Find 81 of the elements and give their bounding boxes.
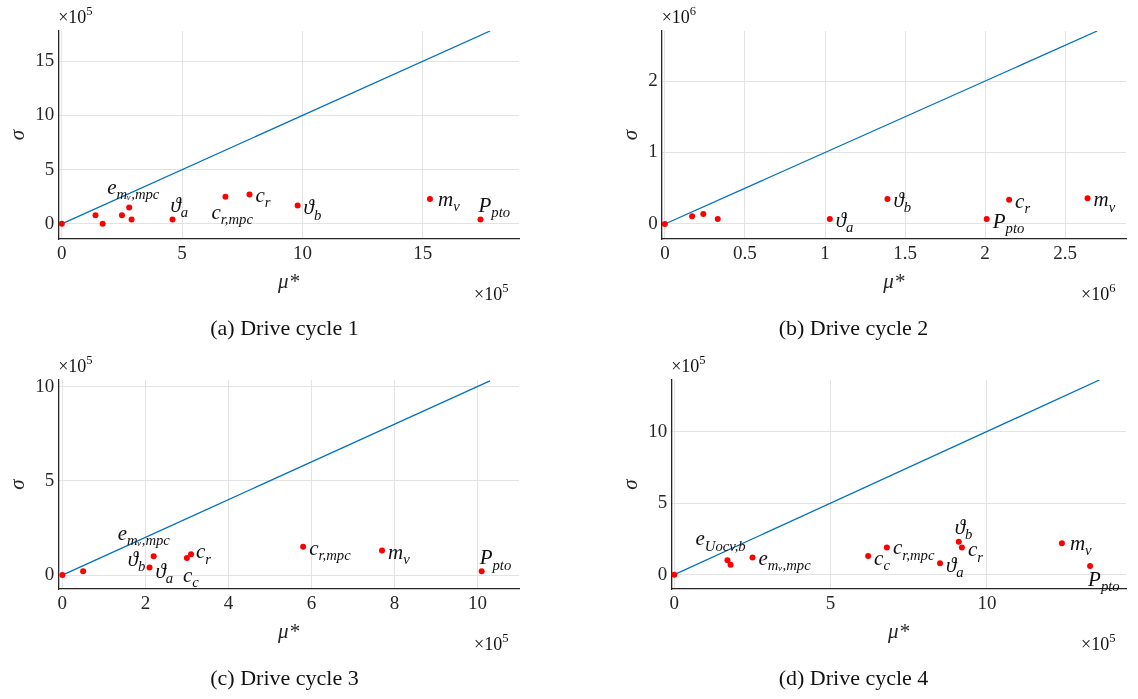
point bbox=[300, 543, 307, 550]
y-axis-title: σ bbox=[5, 128, 30, 141]
y-tick-label: 5 bbox=[44, 468, 55, 490]
y-tick-label: 15 bbox=[35, 49, 55, 71]
x-tick-label: 15 bbox=[413, 242, 433, 264]
x-tick-label: 0.5 bbox=[733, 242, 757, 264]
point bbox=[883, 544, 890, 551]
text: (b) Drive cycle 2 bbox=[777, 315, 930, 341]
point bbox=[700, 210, 707, 217]
point bbox=[749, 554, 756, 561]
point bbox=[826, 215, 833, 222]
y-tick-label: 0 bbox=[44, 563, 55, 585]
y-tick-label: 5 bbox=[657, 491, 668, 513]
point bbox=[426, 195, 433, 202]
point bbox=[955, 538, 962, 545]
x-tick-label: 4 bbox=[223, 592, 234, 614]
y-tick-label: 1 bbox=[648, 140, 658, 162]
x-tick-label: 1.5 bbox=[893, 242, 917, 264]
y-axis-title: σ bbox=[5, 477, 30, 490]
point bbox=[477, 216, 484, 223]
point bbox=[1087, 563, 1094, 570]
point bbox=[884, 195, 891, 202]
point bbox=[661, 220, 668, 227]
y-tick-label: 10 bbox=[35, 103, 55, 125]
point bbox=[727, 561, 734, 568]
point bbox=[671, 571, 678, 578]
point bbox=[294, 202, 301, 209]
x-tick-label: 2.5 bbox=[1053, 242, 1078, 264]
x-axis-title: μ* bbox=[887, 618, 910, 643]
point bbox=[689, 213, 696, 220]
point bbox=[58, 220, 65, 227]
text: (d) Drive cycle 4 bbox=[777, 665, 930, 691]
point bbox=[1006, 196, 1013, 203]
y-axis-title: σ bbox=[618, 477, 643, 490]
point bbox=[246, 191, 253, 198]
x-tick-label: 5 bbox=[177, 242, 187, 264]
x-tick-label: 8 bbox=[389, 592, 400, 614]
point bbox=[188, 551, 195, 558]
point bbox=[478, 568, 485, 575]
x-tick-label: 10 bbox=[292, 242, 312, 264]
point bbox=[146, 564, 153, 571]
x-tick-label: 6 bbox=[306, 592, 317, 614]
point bbox=[958, 544, 965, 551]
point bbox=[983, 215, 990, 222]
point bbox=[128, 216, 135, 223]
x-axis-title: μ* bbox=[882, 268, 905, 293]
x-tick-label: 2 bbox=[980, 242, 990, 264]
point bbox=[59, 572, 66, 579]
x-axis-title: μ* bbox=[277, 268, 300, 293]
x-tick-label: 10 bbox=[467, 592, 487, 614]
x-tick-label: 2 bbox=[140, 592, 151, 614]
y-tick-label: 10 bbox=[648, 419, 668, 441]
x-tick-label: 5 bbox=[825, 592, 836, 614]
point bbox=[1058, 540, 1065, 547]
point bbox=[99, 220, 106, 227]
x-axis-title: μ* bbox=[277, 618, 300, 643]
point bbox=[183, 555, 190, 562]
point bbox=[379, 547, 386, 554]
point bbox=[80, 568, 87, 575]
point bbox=[714, 215, 721, 222]
point bbox=[937, 560, 944, 567]
y-tick-label: 0 bbox=[44, 211, 55, 233]
y-tick-label: 0 bbox=[648, 211, 658, 233]
point bbox=[150, 553, 157, 560]
text: (c) Drive cycle 3 bbox=[209, 665, 360, 691]
y-tick-label: 2 bbox=[648, 69, 658, 91]
point bbox=[865, 553, 872, 560]
y-tick-label: 5 bbox=[44, 157, 55, 179]
point bbox=[126, 204, 133, 211]
y-tick-label: 10 bbox=[35, 374, 55, 396]
y-tick-label: 0 bbox=[657, 562, 668, 584]
point bbox=[724, 557, 731, 564]
point bbox=[222, 193, 229, 200]
x-tick-label: 1 bbox=[820, 242, 830, 264]
y-axis-title: σ bbox=[618, 128, 643, 141]
point bbox=[169, 216, 176, 223]
text: (a) Drive cycle 1 bbox=[209, 315, 360, 341]
x-tick-label: 10 bbox=[977, 592, 997, 614]
point bbox=[118, 212, 125, 219]
point bbox=[92, 212, 99, 219]
point bbox=[1084, 195, 1091, 202]
